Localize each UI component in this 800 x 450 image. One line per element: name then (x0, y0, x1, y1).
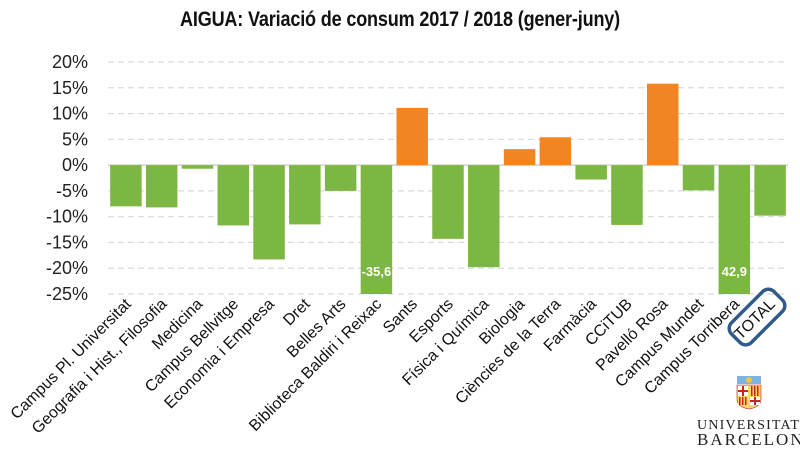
bar-11 (503, 149, 536, 166)
bar-13 (575, 165, 607, 180)
bar-12 (539, 137, 572, 166)
bar-9 (432, 165, 464, 239)
bar-14 (611, 165, 643, 225)
bars (110, 83, 786, 294)
bar-0 (110, 165, 142, 207)
y-tick-label: 20% (52, 52, 88, 72)
y-tick-label: -15% (46, 232, 88, 252)
data-label: 42,9 (722, 264, 747, 279)
chart-title: AIGUA: Variació de consum 2017 / 2018 (g… (179, 8, 621, 31)
bar-2 (181, 165, 214, 169)
y-tick-label: 15% (52, 78, 88, 98)
bar-5 (289, 165, 321, 225)
bar-4 (253, 165, 285, 260)
y-tick-label: 5% (62, 129, 88, 149)
y-tick-label: -25% (46, 284, 88, 304)
total-highlight-box (727, 287, 787, 347)
bar-7 (360, 165, 393, 294)
bar-8 (396, 107, 428, 166)
bar-6 (324, 165, 357, 191)
bar-1 (145, 165, 178, 208)
y-tick-label: -20% (46, 258, 88, 278)
y-tick-label: 0% (62, 155, 88, 175)
data-labels: -35,6 42,9 (362, 264, 747, 279)
bar-17 (718, 165, 751, 294)
logo-text-barcelona: BARCELONA (697, 430, 800, 449)
y-tick-label: -10% (46, 207, 88, 227)
bar-3 (217, 165, 250, 226)
y-axis: 20% 15% 10% 5% 0% -5% -10% -15% -20% -25% (46, 52, 88, 304)
bar-16 (682, 165, 715, 191)
data-label: -35,6 (362, 264, 392, 279)
bar-15 (646, 83, 679, 166)
y-tick-label: -5% (56, 181, 88, 201)
university-logo (690, 372, 800, 449)
logo-text-universitat: UNIVERSITATDE (697, 418, 800, 433)
bar-18 (754, 165, 786, 216)
y-tick-label: 10% (52, 104, 88, 124)
bar-10 (468, 165, 500, 268)
coat-of-arms-icon (736, 376, 762, 410)
x-tick-label: Geografia i Hist., Filosofia (29, 296, 171, 438)
